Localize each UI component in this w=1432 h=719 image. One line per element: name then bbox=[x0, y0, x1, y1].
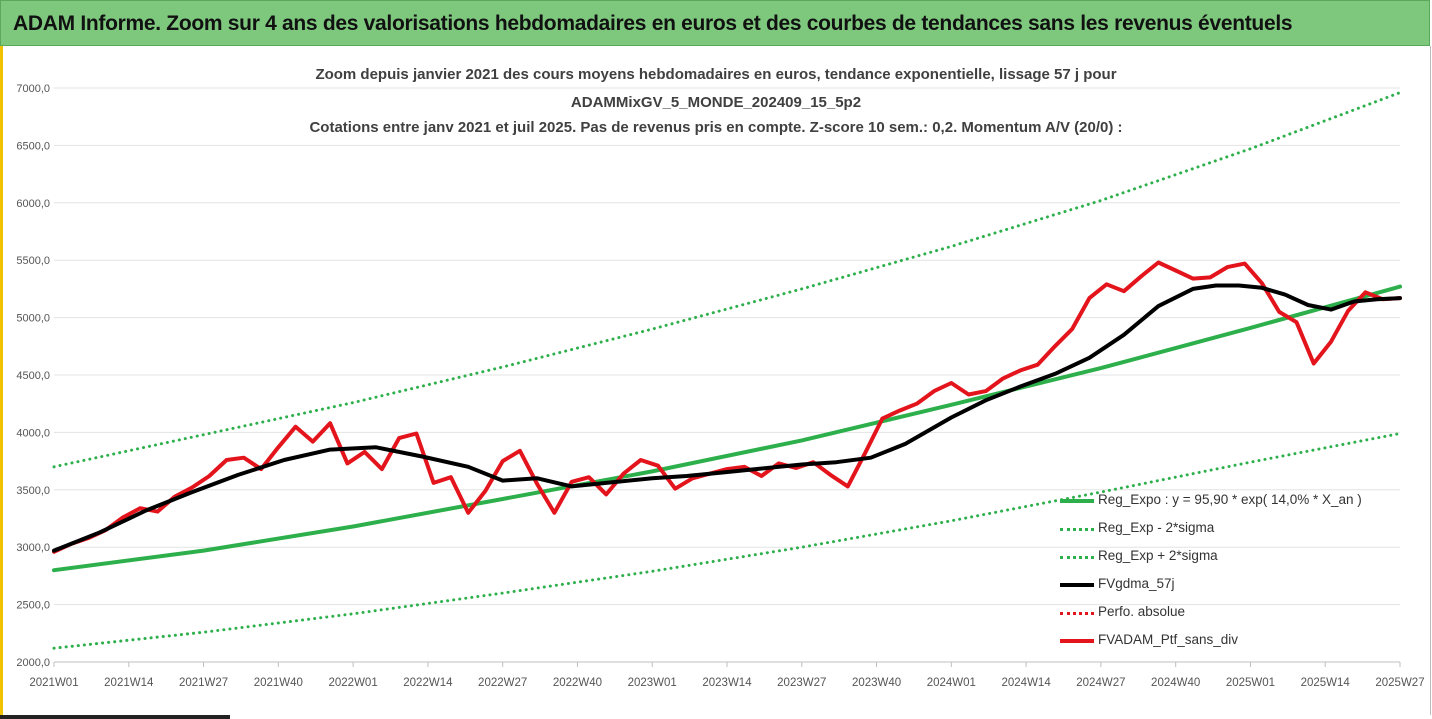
y-tick-label: 6000,0 bbox=[16, 198, 50, 210]
report-title: ADAM Informe. Zoom sur 4 ans des valoris… bbox=[13, 12, 1293, 35]
report-banner: ADAM Informe. Zoom sur 4 ans des valoris… bbox=[0, 0, 1430, 46]
legend-swatch-portfolio bbox=[1060, 639, 1094, 643]
legend-swatch-reg-expo bbox=[1060, 499, 1094, 503]
x-axis-tick-labels: 2021W01 2021W14 2021W27 2021W40 2022W01 2022W… bbox=[29, 677, 1424, 689]
y-tick-label: 3000,0 bbox=[16, 542, 50, 554]
x-tick-label: 2022W40 bbox=[553, 677, 602, 689]
y-tick-label: 2500,0 bbox=[16, 600, 50, 612]
x-tick-label: 2025W14 bbox=[1301, 677, 1351, 689]
y-tick-label: 4000,0 bbox=[16, 427, 50, 439]
series-line-0 bbox=[52, 284, 1402, 573]
legend-swatch-reg-minus bbox=[1060, 528, 1094, 531]
x-tick-label: 2023W01 bbox=[628, 677, 677, 689]
x-tick-label: 2022W27 bbox=[478, 677, 527, 689]
x-tick-label: 2021W40 bbox=[254, 677, 303, 689]
x-tick-label: 2023W27 bbox=[777, 677, 826, 689]
legend-swatch-reg-plus bbox=[1060, 556, 1094, 559]
legend-item-fvgdma: FVgdma_57j bbox=[1060, 575, 1390, 595]
x-tick-label: 2025W27 bbox=[1375, 677, 1424, 689]
legend-item-perfo: Perfo. absolue bbox=[1060, 603, 1390, 623]
legend-label-reg-expo: Reg_Expo : y = 95,90 * exp( 14,0% * X_an… bbox=[1098, 492, 1362, 507]
y-tick-label: 5000,0 bbox=[16, 313, 50, 325]
x-tick-label: 2021W01 bbox=[29, 677, 78, 689]
y-tick-label: 5500,0 bbox=[16, 255, 50, 267]
x-tick-label: 2024W40 bbox=[1151, 677, 1200, 689]
legend-item-reg-plus: Reg_Exp + 2*sigma bbox=[1060, 547, 1390, 567]
legend-item-reg-expo: Reg_Expo : y = 95,90 * exp( 14,0% * X_an… bbox=[1060, 491, 1390, 511]
legend-label-perfo: Perfo. absolue bbox=[1098, 604, 1186, 619]
series-line-3 bbox=[52, 283, 1402, 553]
x-tick-label: 2025W01 bbox=[1226, 677, 1275, 689]
legend-item-reg-minus: Reg_Exp - 2*sigma bbox=[1060, 519, 1390, 539]
legend-label-portfolio: FVADAM_Ptf_sans_div bbox=[1098, 632, 1239, 647]
bottom-accent-strip bbox=[0, 715, 230, 719]
x-tick-label: 2024W27 bbox=[1076, 677, 1125, 689]
chart-title-line-1: Zoom depuis janvier 2021 des cours moyen… bbox=[315, 66, 1117, 83]
chart-series bbox=[52, 91, 1402, 650]
y-axis-tick-labels: 2000,0 2500,0 3000,0 3500,0 4000,0 4500,0 5000… bbox=[16, 83, 50, 669]
x-tick-label: 2022W01 bbox=[328, 677, 377, 689]
series-line-1 bbox=[52, 432, 1402, 650]
legend-label-fvgdma: FVgdma_57j bbox=[1098, 576, 1175, 591]
y-tick-label: 7000,0 bbox=[16, 83, 50, 95]
x-tick-label: 2021W14 bbox=[104, 677, 154, 689]
legend-swatch-fvgdma bbox=[1060, 583, 1094, 587]
y-tick-label: 3500,0 bbox=[16, 485, 50, 497]
legend-swatch-perfo bbox=[1060, 612, 1094, 615]
x-tick-label: 2022W14 bbox=[403, 677, 453, 689]
y-tick-label: 6500,0 bbox=[16, 140, 50, 152]
series-line-5 bbox=[52, 260, 1402, 554]
legend-label-reg-plus: Reg_Exp + 2*sigma bbox=[1098, 548, 1218, 563]
chart-title-line-3: Cotations entre janv 2021 et juil 2025. … bbox=[309, 119, 1123, 136]
chart-grid bbox=[53, 87, 1401, 667]
x-tick-label: 2023W14 bbox=[702, 677, 752, 689]
y-tick-label: 2000,0 bbox=[16, 657, 50, 669]
chart-frame bbox=[3, 46, 1431, 715]
legend-item-portfolio: FVADAM_Ptf_sans_div bbox=[1060, 631, 1390, 651]
x-tick-label: 2024W14 bbox=[1001, 677, 1051, 689]
y-tick-label: 4500,0 bbox=[16, 370, 50, 382]
series-line-2 bbox=[52, 91, 1402, 469]
x-tick-label: 2023W40 bbox=[852, 677, 901, 689]
x-tick-label: 2024W01 bbox=[927, 677, 976, 689]
left-accent-strip bbox=[0, 46, 3, 719]
legend-label-reg-minus: Reg_Exp - 2*sigma bbox=[1098, 520, 1215, 535]
chart-title-line-2: ADAMMixGV_5_MONDE_202409_15_5p2 bbox=[570, 94, 862, 111]
x-tick-label: 2021W27 bbox=[179, 677, 228, 689]
